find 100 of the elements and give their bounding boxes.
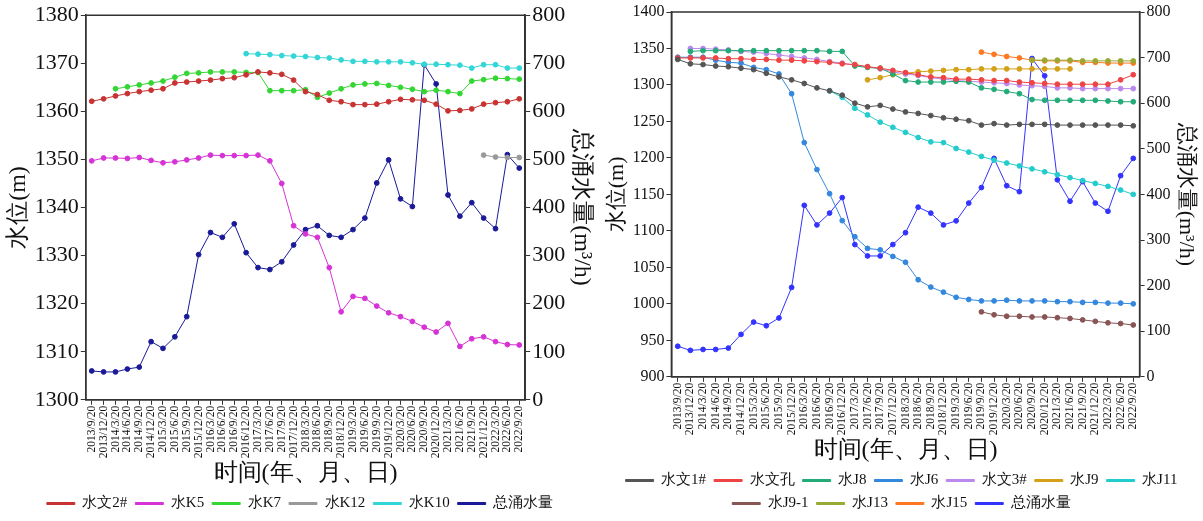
x-tick-label: 2016/12/20 <box>835 382 848 436</box>
x-tick-label: 2015/9/20 <box>771 382 784 430</box>
y-tick-label: 1330 <box>34 241 79 267</box>
y2-tick-label: 800 <box>1146 2 1171 20</box>
legend-label: 水文2# <box>82 494 128 511</box>
y-tick-label: 1150 <box>632 184 665 202</box>
x-tick-label: 2020/6/20 <box>405 405 418 453</box>
y2-tick-label: 600 <box>532 97 566 123</box>
x-tick-label: 2017/9/20 <box>274 405 287 453</box>
x-tick-label: 2020/9/20 <box>1025 382 1038 430</box>
x-tick-label: 2014/9/20 <box>132 405 145 453</box>
x-tick-label: 2017/12/20 <box>286 405 299 459</box>
x-axis-title: 时间(年、月、日) <box>213 458 398 485</box>
legend-label: 水J9 <box>1070 471 1099 488</box>
x-tick-label: 2018/12/20 <box>936 382 949 436</box>
y-axis-title: 水位(m) <box>602 156 628 233</box>
y2-tick-label: 500 <box>1146 139 1171 157</box>
x-tick-label: 2018/9/20 <box>322 405 335 453</box>
x-tick-label: 2020/3/20 <box>393 405 406 453</box>
y2-tick-label: 200 <box>532 289 566 315</box>
y-tick-label: 1200 <box>632 148 665 166</box>
legend-label: 水K7 <box>247 494 282 511</box>
x-tick-label: 2015/6/20 <box>167 405 180 453</box>
x-tick-label: 2019/6/20 <box>961 382 974 430</box>
x-tick-label: 2021/3/20 <box>1050 382 1063 430</box>
x-tick-label: 2018/6/20 <box>911 382 924 430</box>
y2-tick-label: 100 <box>1146 321 1171 339</box>
x-tick-label: 2013/9/20 <box>84 405 97 453</box>
x-tick-label: 2017/12/20 <box>885 382 898 436</box>
x-tick-label: 2017/3/20 <box>847 382 860 430</box>
x-tick-label: 2015/3/20 <box>156 405 169 453</box>
y-tick-label: 950 <box>640 330 665 348</box>
y-tick-label: 1360 <box>34 97 79 123</box>
y2-tick-label: 200 <box>1146 275 1171 293</box>
y2-tick-label: 100 <box>532 337 566 363</box>
x-tick-label: 2020/12/20 <box>429 405 442 459</box>
legend-label: 水文1# <box>661 471 707 488</box>
x-tick-label: 2017/9/20 <box>873 382 886 430</box>
x-tick-label: 2021/6/20 <box>1063 382 1076 430</box>
x-tick-label: 2014/3/20 <box>696 382 709 430</box>
legend-label: 水K10 <box>408 494 450 511</box>
x-tick-label: 2015/9/20 <box>179 405 192 453</box>
x-tick-label: 2014/6/20 <box>708 382 721 430</box>
x-tick-label: 2020/12/20 <box>1037 382 1050 436</box>
y-tick-label: 1100 <box>632 221 665 239</box>
x-tick-label: 2019/9/20 <box>974 382 987 430</box>
x-tick-label: 2019/6/20 <box>357 405 370 453</box>
x-tick-label: 2021/12/20 <box>476 405 489 459</box>
legend-label: 水J9-1 <box>767 494 809 511</box>
x-tick-label: 2016/6/20 <box>809 382 822 430</box>
x-axis-title: 时间(年、月、日) <box>813 435 998 462</box>
y2-tick-label: 600 <box>1146 93 1171 111</box>
legend-label: 水J15 <box>931 494 968 511</box>
x-tick-label: 2019/12/20 <box>987 382 1000 436</box>
x-tick-label: 2019/3/20 <box>949 382 962 430</box>
x-tick-label: 2016/3/20 <box>203 405 216 453</box>
y-tick-label: 1400 <box>632 2 665 20</box>
x-tick-label: 2021/9/20 <box>1075 382 1088 430</box>
legend-label: 水K12 <box>324 494 366 511</box>
y-tick-label: 1350 <box>34 145 79 171</box>
y-tick-label: 1340 <box>34 193 79 219</box>
x-tick-label: 2017/3/20 <box>251 405 264 453</box>
y-axis-title: 水位(m) <box>3 166 30 249</box>
y-tick-label: 1370 <box>34 49 79 75</box>
x-tick-label: 2015/12/20 <box>191 405 204 459</box>
x-tick-label: 2014/6/20 <box>120 405 133 453</box>
x-tick-label: 2021/3/20 <box>441 405 454 453</box>
x-tick-label: 2018/3/20 <box>898 382 911 430</box>
legend-label: 总涌水量 <box>1009 494 1071 511</box>
x-tick-label: 2018/3/20 <box>298 405 311 453</box>
x-tick-label: 2020/9/20 <box>417 405 430 453</box>
x-tick-label: 2017/6/20 <box>860 382 873 430</box>
x-tick-label: 2016/12/20 <box>239 405 252 459</box>
y-tick-label: 1000 <box>632 294 665 312</box>
x-tick-label: 2013/9/20 <box>670 382 683 430</box>
x-tick-label: 2015/12/20 <box>784 382 797 436</box>
x-tick-label: 2019/3/20 <box>346 405 359 453</box>
x-tick-label: 2014/12/20 <box>144 405 157 459</box>
x-tick-label: 2022/3/20 <box>488 405 501 453</box>
x-tick-label: 2016/9/20 <box>227 405 240 453</box>
y-tick-label: 900 <box>640 367 665 385</box>
y2-tick-label: 300 <box>1146 230 1171 248</box>
y2-axis-title: 总涌水量(m³/h) <box>1175 121 1201 267</box>
x-tick-label: 2020/3/20 <box>999 382 1012 430</box>
x-tick-label: 2014/12/20 <box>734 382 747 436</box>
legend-label: 水文孔 <box>749 471 795 488</box>
y-tick-label: 1310 <box>34 337 79 363</box>
y-tick-label: 1300 <box>632 75 665 93</box>
y-tick-label: 1300 <box>34 385 79 411</box>
x-tick-label: 2021/6/20 <box>452 405 465 453</box>
y-tick-label: 1380 <box>34 0 79 26</box>
x-tick-label: 2016/6/20 <box>215 405 228 453</box>
y-tick-label: 1250 <box>632 111 665 129</box>
y-tick-label: 1350 <box>632 38 665 56</box>
x-tick-label: 2022/6/20 <box>500 405 513 453</box>
x-tick-label: 2018/12/20 <box>334 405 347 459</box>
y-tick-label: 1050 <box>632 257 665 275</box>
x-tick-label: 2022/3/20 <box>1100 382 1113 430</box>
x-tick-label: 2019/9/20 <box>369 405 382 453</box>
x-tick-label: 2020/6/20 <box>1012 382 1025 430</box>
